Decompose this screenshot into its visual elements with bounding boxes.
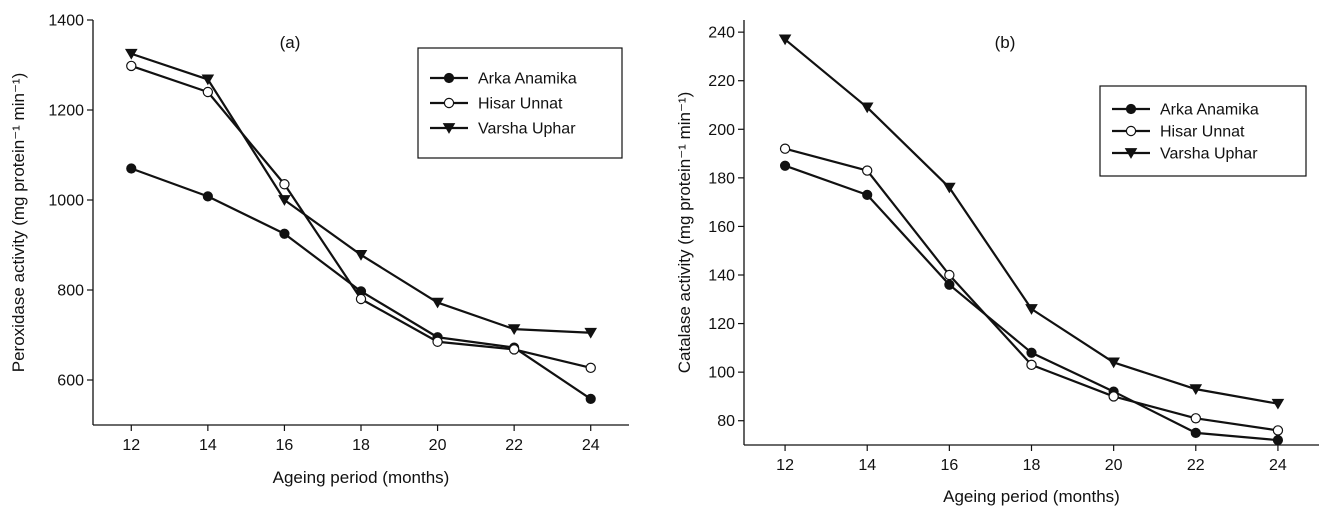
data-point-varsha-uphar-b	[1107, 357, 1120, 369]
data-point-hisar-unnat-a	[355, 293, 367, 305]
data-point-hisar-unnat-a	[279, 179, 290, 190]
data-point-hisar-unnat-b	[1108, 391, 1119, 402]
data-point-varsha-uphar-a	[507, 324, 521, 335]
x-tick-label-b: 14	[858, 457, 876, 474]
legend-label-arka-anamika-b: Arka Anamika	[1160, 102, 1259, 119]
data-point-varsha-uphar-b	[860, 102, 874, 114]
x-axis-title-b: Ageing period (months)	[943, 487, 1120, 506]
legend-label-arka-anamika-a: Arka Anamika	[478, 71, 577, 88]
data-point-arka-anamika-b	[944, 279, 955, 290]
y-tick-label-a: 1000	[48, 193, 84, 210]
data-point-arka-anamika-b	[1190, 427, 1201, 438]
legend-label-varsha-uphar-b: Varsha Uphar	[1160, 146, 1258, 163]
data-point-hisar-unnat-a	[508, 344, 520, 355]
data-point-varsha-uphar-b	[778, 34, 792, 46]
y-axis-title-a: Peroxidase activity (mg protein⁻¹ min⁻¹)	[9, 73, 28, 372]
data-point-arka-anamika-b	[862, 189, 873, 200]
data-point-hisar-unnat-b	[862, 165, 873, 176]
legend-label-hisar-unnat-b: Hisar Unnat	[1160, 124, 1245, 141]
y-tick-label-b: 220	[708, 73, 735, 90]
series-line-arka-anamika-a	[130, 167, 592, 400]
legend-marker-varsha-uphar-a	[442, 123, 456, 134]
chart-b: 80 100 120 140 160 180 200 220 240 12 14 16 18 20 22 24…	[675, 20, 1319, 506]
data-point-hisar-unnat-b	[1272, 425, 1284, 436]
legend-b: Arka Anamika Hisar Unnat Varsha Uphar	[1099, 85, 1307, 177]
data-point-hisar-unnat-b	[1026, 359, 1037, 371]
data-point-varsha-uphar-a	[354, 250, 368, 261]
data-point-arka-anamika-b	[1272, 435, 1284, 446]
x-tick-label-b: 20	[1105, 457, 1123, 474]
legend-label-varsha-uphar-a: Varsha Uphar	[478, 121, 576, 138]
data-point-arka-anamika-a	[585, 393, 596, 404]
legend-marker-hisar-unnat-b	[1125, 125, 1137, 137]
chart-a: 600 800 1000 1200 1400 12 14 16 18 20 22 24 Ageing p…	[9, 13, 629, 487]
y-tick-label-b: 80	[717, 413, 735, 430]
x-tick-label-a: 18	[352, 437, 370, 454]
data-point-hisar-unnat-b	[779, 143, 791, 154]
data-point-arka-anamika-a	[279, 228, 290, 239]
legend-label-hisar-unnat-a: Hisar Unnat	[478, 96, 563, 113]
data-point-varsha-uphar-a	[201, 74, 215, 86]
data-point-hisar-unnat-a	[126, 60, 137, 72]
data-point-varsha-uphar-b	[1025, 304, 1038, 315]
x-tick-label-b: 12	[776, 457, 794, 474]
x-tick-label-a: 14	[199, 437, 217, 454]
y-axis-title-b: Catalase activity (mg protein⁻¹ min⁻¹)	[675, 92, 694, 374]
y-tick-label-b: 200	[708, 122, 735, 139]
data-point-hisar-unnat-a	[202, 86, 214, 98]
data-point-hisar-unnat-a	[432, 336, 443, 347]
y-tick-label-b: 180	[708, 170, 735, 187]
x-tick-label-a: 12	[122, 437, 140, 454]
x-tick-label-a: 24	[582, 437, 600, 454]
x-tick-label-a: 22	[505, 437, 523, 454]
legend-a: Arka Anamika Hisar Unnat Varsha Uphar	[417, 47, 623, 159]
x-axis-title-a: Ageing period (months)	[273, 468, 450, 487]
y-tick-label-b: 240	[708, 25, 735, 42]
y-tick-label-a: 800	[57, 283, 84, 300]
data-point-varsha-uphar-b	[1271, 398, 1285, 410]
panel-label-b: (b)	[995, 33, 1016, 52]
panel-label-a: (a)	[280, 33, 301, 52]
y-tick-label-b: 100	[708, 365, 735, 382]
data-point-hisar-unnat-a	[585, 362, 596, 374]
data-point-hisar-unnat-b	[1190, 413, 1201, 424]
data-point-varsha-uphar-a	[431, 297, 444, 309]
x-tick-label-a: 20	[429, 437, 447, 454]
legend-marker-arka-anamika-a	[443, 72, 455, 84]
x-tick-label-b: 22	[1187, 457, 1205, 474]
y-tick-label-a: 1400	[48, 13, 84, 30]
x-tick-label-b: 18	[1023, 457, 1041, 474]
y-tick-label-a: 600	[57, 373, 84, 390]
x-tick-label-b: 16	[940, 457, 958, 474]
legend-marker-arka-anamika-b	[1125, 103, 1137, 115]
data-point-varsha-uphar-a	[278, 195, 291, 206]
data-point-varsha-uphar-a	[584, 327, 598, 339]
y-tick-label-b: 140	[708, 268, 735, 285]
y-tick-label-b: 120	[708, 316, 735, 333]
series-line-arka-anamika-b	[784, 164, 1279, 442]
data-point-arka-anamika-b	[1026, 347, 1037, 358]
y-tick-label-a: 1200	[48, 103, 84, 120]
data-point-varsha-uphar-b	[943, 182, 956, 194]
data-point-arka-anamika-b	[779, 160, 791, 171]
y-tick-label-b: 160	[708, 219, 735, 236]
data-point-varsha-uphar-b	[1189, 384, 1203, 395]
x-tick-label-a: 16	[276, 437, 294, 454]
data-point-arka-anamika-a	[202, 191, 213, 202]
legend-marker-hisar-unnat-a	[443, 97, 455, 109]
data-point-varsha-uphar-a	[124, 48, 138, 60]
data-point-arka-anamika-a	[126, 163, 137, 174]
legend-marker-varsha-uphar-b	[1124, 148, 1138, 159]
x-tick-label-b: 24	[1269, 457, 1287, 474]
data-point-hisar-unnat-b	[944, 269, 955, 281]
